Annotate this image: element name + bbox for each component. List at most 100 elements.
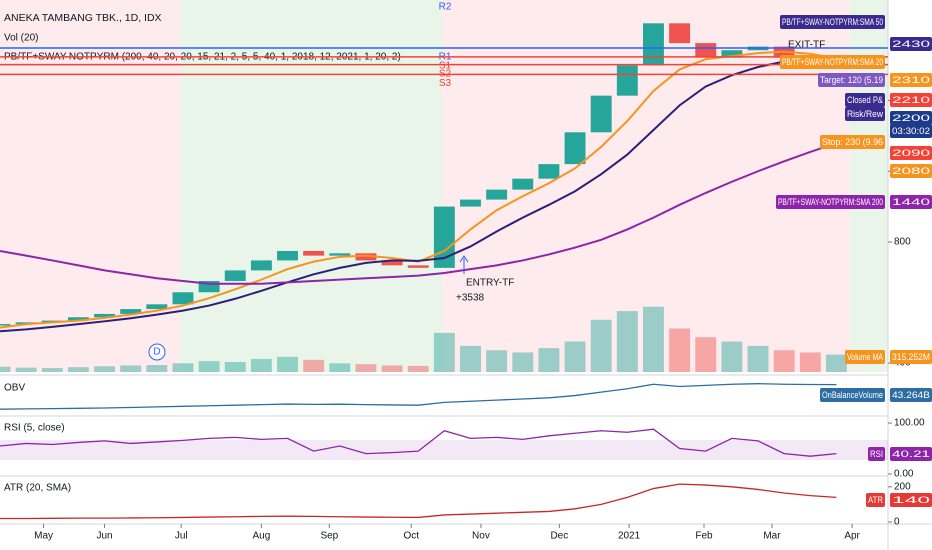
candle — [695, 43, 717, 58]
price-tag — [890, 388, 932, 402]
price-tag-text: 2200 — [892, 113, 930, 124]
candle — [146, 304, 168, 310]
rsi-band — [0, 440, 888, 460]
price-tag — [866, 493, 885, 507]
candle — [172, 292, 194, 305]
price-tag — [780, 55, 885, 69]
price-tag-text: 43.264B — [892, 390, 930, 401]
time-tick-label: Sep — [320, 531, 338, 542]
atr-line — [0, 483, 837, 520]
price-tag-text: 1440 — [892, 197, 930, 208]
price-tag-text: PB/TF+SWAY-NOTPYRM:SMA 200 — [778, 197, 883, 208]
price-tag — [868, 447, 885, 461]
price-tag — [845, 107, 885, 121]
price-tick-label: 800 — [894, 237, 911, 248]
pane-tick-label: 200 — [894, 481, 911, 492]
candle — [355, 253, 377, 261]
candle — [407, 265, 429, 268]
price-tag — [820, 388, 885, 402]
candle — [460, 199, 481, 207]
time-tick-label: Dec — [550, 531, 568, 542]
dividend-label[interactable]: D — [153, 347, 160, 358]
candle — [250, 260, 272, 271]
price-tag — [820, 135, 885, 149]
volume-bar — [198, 361, 220, 372]
pane-title: ATR (20, SMA) — [4, 483, 71, 494]
volume-bar — [486, 350, 508, 372]
price-tag — [890, 350, 932, 364]
time-tick-label: Jul — [175, 531, 188, 542]
time-tick-label: May — [34, 531, 53, 542]
price-tag-text: PB/TF+SWAY-NOTPYRM:SMA 50 — [782, 17, 883, 28]
pane-tick-label: 0 — [894, 517, 900, 528]
volume-bar — [146, 365, 168, 372]
time-tick-label: Jun — [96, 531, 112, 542]
price-tag-text: Target: 120 (5.19 — [820, 75, 883, 86]
price-tag-text: 40.21 — [892, 449, 930, 460]
volume-bar — [355, 364, 377, 372]
level-label: R2 — [439, 2, 452, 13]
entry-label: ENTRY-TF — [466, 278, 514, 289]
candle — [277, 250, 298, 261]
candle — [616, 65, 638, 96]
entry-arrow — [459, 255, 469, 274]
price-tag-text: OnBalanceVolume — [822, 390, 883, 401]
candle — [486, 189, 508, 200]
ma-line — [0, 142, 837, 285]
volume-bar — [67, 367, 89, 372]
price-tag-text: 2090 — [892, 148, 930, 159]
time-tick-label: Nov — [472, 531, 490, 542]
volume-bar — [250, 358, 272, 372]
candle — [198, 280, 220, 293]
price-tag — [890, 164, 932, 178]
price-tag — [890, 146, 932, 160]
volume-bar — [695, 337, 717, 372]
price-tag — [890, 447, 932, 461]
dividend-marker[interactable] — [148, 343, 166, 361]
price-tag-text: 315.252M — [892, 352, 930, 363]
candle — [564, 132, 586, 165]
candle — [538, 164, 560, 179]
price-tag — [780, 15, 885, 29]
time-tick-label: Apr — [844, 531, 860, 542]
volume-bar — [41, 368, 63, 372]
volume-bar — [564, 341, 586, 372]
candle — [512, 178, 534, 190]
volume-bar — [0, 366, 11, 372]
price-tag — [890, 73, 932, 87]
volume-bar — [825, 354, 847, 372]
pane-tick-label: 100.00 — [894, 418, 925, 429]
price-tag — [890, 93, 932, 107]
chart-title: ANEKA TAMBANG TBK., 1D, IDX — [4, 12, 162, 24]
volume-bar — [120, 365, 142, 372]
price-tag-text: Stop: 230 (9.96 — [822, 137, 883, 148]
price-tag-text: 2210 — [892, 95, 930, 106]
entry-profit: +3538 — [456, 293, 485, 304]
price-tag-text: Closed P& — [847, 95, 884, 106]
volume-bar — [303, 359, 325, 372]
candle — [94, 313, 116, 318]
candle — [329, 253, 351, 256]
candle — [0, 324, 11, 326]
level-label: S3 — [439, 78, 452, 89]
candle — [381, 260, 403, 266]
volume-bar — [721, 341, 743, 372]
price-tag — [890, 195, 932, 209]
volume-bar — [512, 352, 534, 372]
volume-bar — [94, 366, 116, 372]
price-tag-text: RSI — [870, 449, 883, 460]
candle — [224, 270, 246, 281]
price-tag-text: PB/TF+SWAY-NOTPYRM:SMA 20 — [782, 57, 883, 68]
price-tag-text: 2080 — [892, 166, 930, 177]
volume-bar — [643, 306, 664, 372]
exit-label: EXIT-TF — [788, 40, 825, 51]
price-tag — [845, 350, 885, 364]
price-tag — [818, 73, 885, 87]
plot — [0, 23, 888, 520]
volume-bar — [277, 356, 298, 372]
pane-title: OBV — [4, 383, 25, 394]
price-tag-text: 2310 — [892, 75, 930, 86]
rsi-line — [0, 428, 837, 457]
time-tick-label: Feb — [695, 531, 713, 542]
